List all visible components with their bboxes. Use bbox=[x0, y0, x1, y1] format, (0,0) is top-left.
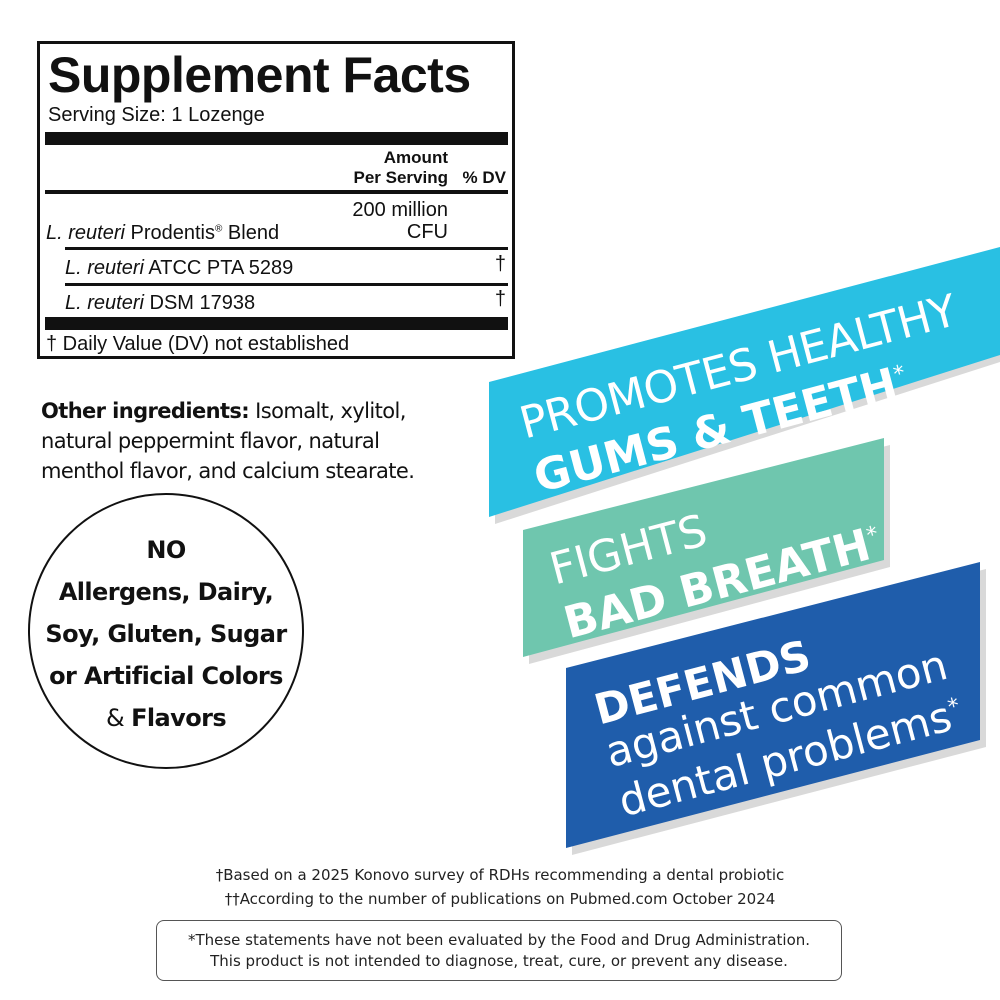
serving-size: Serving Size: 1 Lozenge bbox=[48, 104, 265, 126]
species: L. reuteri bbox=[65, 292, 144, 314]
banner-gums-teeth bbox=[489, 247, 1000, 517]
species: L. reuteri bbox=[65, 257, 144, 279]
blend-name: Prodentis bbox=[124, 222, 215, 244]
divider bbox=[45, 190, 508, 194]
other-ingredients-text: Isomalt, xylitol, natural peppermint fla… bbox=[41, 399, 415, 483]
divider bbox=[65, 283, 508, 286]
banner-dental bbox=[566, 562, 980, 848]
free-from-line: NO bbox=[146, 536, 186, 564]
free-from-line: Soy, Gluten, Sugar bbox=[45, 620, 287, 648]
banner-bad-breath bbox=[523, 438, 884, 657]
blend-row: L. reuteri Prodentis® Blend bbox=[46, 222, 279, 245]
strain-name: DSM 17938 bbox=[143, 292, 256, 314]
disclaimer-line-1: *These statements have not been evaluate… bbox=[187, 931, 811, 949]
disclaimer-line-2: This product is not intended to diagnose… bbox=[210, 952, 788, 970]
dv-dagger: † bbox=[494, 288, 506, 310]
amount-line-2: CFU bbox=[406, 221, 448, 243]
ampersand: & bbox=[105, 704, 132, 732]
footnote-1: †Based on a 2025 Konovo survey of RDHs r… bbox=[215, 866, 785, 884]
registered-mark: ® bbox=[215, 223, 223, 235]
flavors: Flavors bbox=[131, 704, 227, 732]
col-dv: % DV bbox=[462, 168, 506, 187]
divider bbox=[65, 247, 508, 250]
col-amount-1: Amount bbox=[383, 148, 448, 167]
other-ingredients-label: Other ingredients: bbox=[41, 399, 250, 423]
free-from-line: Allergens, Dairy, bbox=[58, 578, 274, 606]
strain-row-1: L. reuteri ATCC PTA 5289 bbox=[65, 257, 293, 280]
divider-thick bbox=[45, 317, 508, 330]
strain-row-2: L. reuteri DSM 17938 bbox=[65, 292, 255, 315]
species: L. reuteri bbox=[46, 222, 125, 244]
strain-name: ATCC PTA 5289 bbox=[143, 257, 294, 279]
divider-thick bbox=[45, 132, 508, 145]
dv-dagger: † bbox=[494, 253, 506, 275]
footnote-2: ††According to the number of publication… bbox=[224, 890, 776, 908]
free-from-line: or Artificial Colors bbox=[49, 662, 283, 690]
free-from-badge: NO Allergens, Dairy, Soy, Gluten, Sugar … bbox=[28, 493, 304, 769]
other-ingredients: Other ingredients: Isomalt, xylitol, nat… bbox=[41, 396, 461, 486]
free-from-line: & Flavors bbox=[30, 697, 302, 739]
facts-title: Supplement Facts bbox=[48, 47, 471, 103]
fda-disclaimer: *These statements have not been evaluate… bbox=[156, 920, 842, 981]
col-amount-2: Per Serving bbox=[353, 168, 449, 187]
blend-suffix: Blend bbox=[222, 222, 280, 244]
dv-footnote: † Daily Value (DV) not established bbox=[46, 333, 350, 355]
supplement-facts-panel: Supplement Facts Serving Size: 1 Lozenge… bbox=[37, 41, 515, 359]
amount-line-1: 200 million bbox=[352, 199, 448, 221]
